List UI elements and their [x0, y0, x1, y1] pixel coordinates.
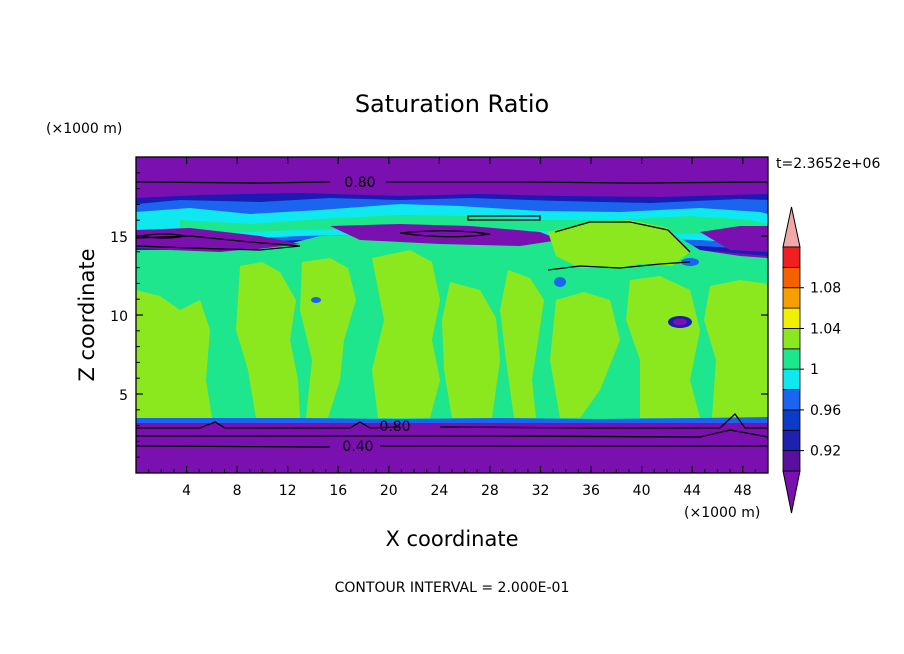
- colorbar-over-triangle: [782, 206, 801, 248]
- x-tick-label: 48: [734, 483, 752, 499]
- field-lower-purple: [136, 423, 768, 473]
- colorbar-label: 0.96: [810, 403, 841, 419]
- colorbar-swatch: [782, 368, 801, 390]
- y-unit-label: (×1000 m): [46, 121, 122, 137]
- field-upper-purple-lens-3: [700, 226, 768, 252]
- colorbar-swatch: [782, 328, 801, 350]
- plot-area: 0.80 0.80 0.40: [135, 156, 769, 474]
- x-tick-label: 16: [329, 483, 347, 499]
- colorbar-label: 1.08: [810, 281, 841, 297]
- colorbar-label: 0.92: [810, 444, 841, 460]
- x-tick-label: 28: [481, 483, 499, 499]
- contour-label-lower-2: 0.40: [342, 439, 373, 455]
- colorbar-label: 1.04: [810, 321, 841, 337]
- y-tick-label: 5: [119, 388, 128, 404]
- contour-interval-footer: CONTOUR INTERVAL = 2.000E-01: [335, 580, 570, 596]
- x-tick-label: 36: [582, 483, 600, 499]
- x-tick-label: 20: [380, 483, 398, 499]
- contour-lines: [135, 181, 769, 448]
- x-tick-label: 32: [532, 483, 550, 499]
- colorbar: 0.92 0.96 1 1.04 1.08: [782, 206, 841, 514]
- x-tick-label: 4: [182, 483, 191, 499]
- field-lower-blue-edge: [136, 417, 768, 424]
- x-tick-label: 12: [279, 483, 297, 499]
- y-axis-label: Z coordinate: [75, 248, 99, 381]
- contour-label-upper: 0.80: [344, 175, 375, 191]
- x-tick-label: 40: [633, 483, 651, 499]
- colorbar-swatch: [782, 450, 801, 472]
- x-axis-label: X coordinate: [385, 527, 518, 551]
- colorbar-swatch: [782, 389, 801, 411]
- colorbar-swatch: [782, 287, 801, 309]
- x-tick-label: 44: [683, 483, 701, 499]
- colorbar-swatch: [782, 266, 801, 289]
- field-upper-purple-lens-2: [330, 224, 560, 246]
- colorbar-swatch: [782, 307, 801, 329]
- y-axis: 5 10 15: [110, 172, 768, 458]
- colorbar-swatch: [782, 348, 801, 370]
- x-unit-label: (×1000 m): [684, 505, 760, 521]
- y-tick-label: 10: [110, 309, 128, 325]
- x-tick-label: 24: [430, 483, 448, 499]
- time-label: t=2.3652e+06: [776, 156, 880, 172]
- field-yellow-green-plumes: [136, 220, 768, 418]
- y-tick-label: 15: [110, 230, 128, 246]
- colorbar-swatch: [782, 409, 801, 431]
- contour-label-lower-1: 0.80: [379, 419, 410, 435]
- colorbar-swatch: [782, 246, 801, 268]
- colorbar-swatch: [782, 429, 801, 452]
- colorbar-label: 1: [810, 362, 819, 378]
- x-axis: 4 8 12 16 20 24 28 32 36 40 44 48: [148, 157, 756, 499]
- colorbar-under-triangle: [782, 470, 801, 514]
- chart-title: Saturation Ratio: [355, 90, 549, 118]
- x-tick-label: 8: [233, 483, 242, 499]
